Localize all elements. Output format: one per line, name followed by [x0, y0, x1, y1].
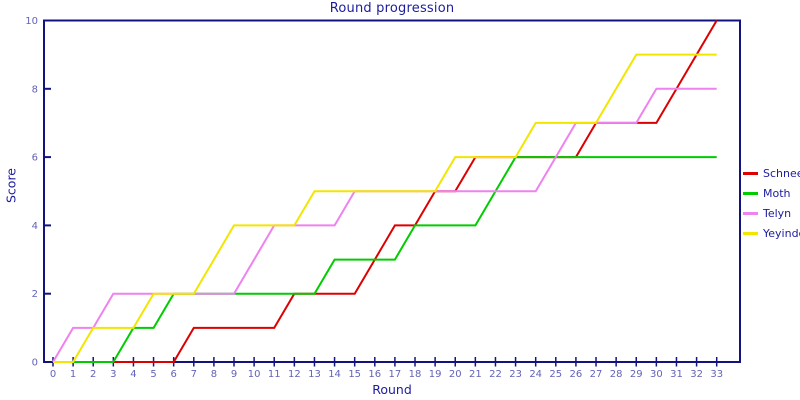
x-tick-label: 22 [489, 369, 502, 380]
x-tick-label: 29 [630, 369, 643, 380]
x-tick-label: 20 [449, 369, 462, 380]
x-tick-label: 9 [231, 369, 237, 380]
x-tick-label: 30 [650, 369, 663, 380]
x-tick-label: 26 [570, 369, 583, 380]
x-tick-label: 8 [211, 369, 217, 380]
x-tick-label: 18 [409, 369, 422, 380]
legend-swatch [743, 191, 758, 195]
x-tick-label: 31 [670, 369, 683, 380]
x-tick-label: 14 [328, 369, 341, 380]
x-tick-label: 10 [248, 369, 261, 380]
x-tick-label: 6 [170, 369, 176, 380]
chart-title: Round progression [329, 1, 455, 16]
y-tick-label: 10 [25, 16, 38, 27]
legend-label: Telyn [763, 206, 792, 220]
y-tick-label: 8 [32, 84, 38, 95]
y-axis-ticks: 0 2 4 6 8 10 [25, 16, 51, 369]
x-tick-label: 12 [288, 369, 301, 380]
legend: Schnee Moth Telyn Yeyinde [743, 166, 800, 246]
x-tick-label: 21 [469, 369, 482, 380]
x-tick-label: 0 [50, 369, 56, 380]
legend-item-yeyinde: Yeyinde [743, 226, 800, 240]
x-tick-label: 33 [710, 369, 723, 380]
legend-swatch [743, 231, 758, 235]
x-tick-label: 1 [70, 369, 76, 380]
series-line-moth [53, 156, 717, 363]
x-tick-label: 28 [610, 369, 623, 380]
x-tick-label: 3 [110, 369, 116, 380]
x-tick-label: 15 [348, 369, 361, 380]
x-tick-label: 7 [191, 369, 197, 380]
x-tick-label: 11 [268, 369, 281, 380]
y-tick-label: 2 [32, 289, 38, 300]
y-tick-label: 6 [32, 153, 38, 164]
x-tick-label: 27 [590, 369, 603, 380]
x-axis-label: Round [372, 382, 412, 397]
x-tick-label: 2 [90, 369, 96, 380]
y-axis-label: Score [3, 168, 19, 204]
y-tick-label: 4 [32, 221, 38, 232]
legend-label: Schnee [763, 166, 800, 180]
legend-item-telyn: Telyn [743, 206, 800, 220]
x-tick-label: 16 [368, 369, 381, 380]
x-tick-label: 32 [690, 369, 703, 380]
series-line-yeyinde [53, 53, 717, 363]
y-tick-label: 0 [32, 358, 38, 369]
x-tick-label: 13 [308, 369, 321, 380]
legend-swatch [743, 211, 758, 215]
x-axis-ticks: 0 1 2 3 4 5 6 7 8 9 10 11 12 13 14 15 16 17 18 19 20 21 22 23 24… [50, 357, 723, 380]
x-tick-label: 5 [150, 369, 156, 380]
x-tick-label: 4 [130, 369, 136, 380]
legend-swatch [743, 171, 758, 175]
series-line-telyn [52, 87, 717, 363]
legend-item-schnee: Schnee [743, 166, 800, 180]
x-tick-label: 17 [389, 369, 402, 380]
legend-label: Moth [763, 186, 791, 200]
x-tick-label: 24 [529, 369, 542, 380]
x-tick-label: 23 [509, 369, 522, 380]
plot-frame [43, 19, 741, 363]
legend-item-moth: Moth [743, 186, 800, 200]
x-tick-label: 19 [429, 369, 442, 380]
x-tick-label: 25 [549, 369, 562, 380]
legend-label: Yeyinde [763, 226, 800, 240]
